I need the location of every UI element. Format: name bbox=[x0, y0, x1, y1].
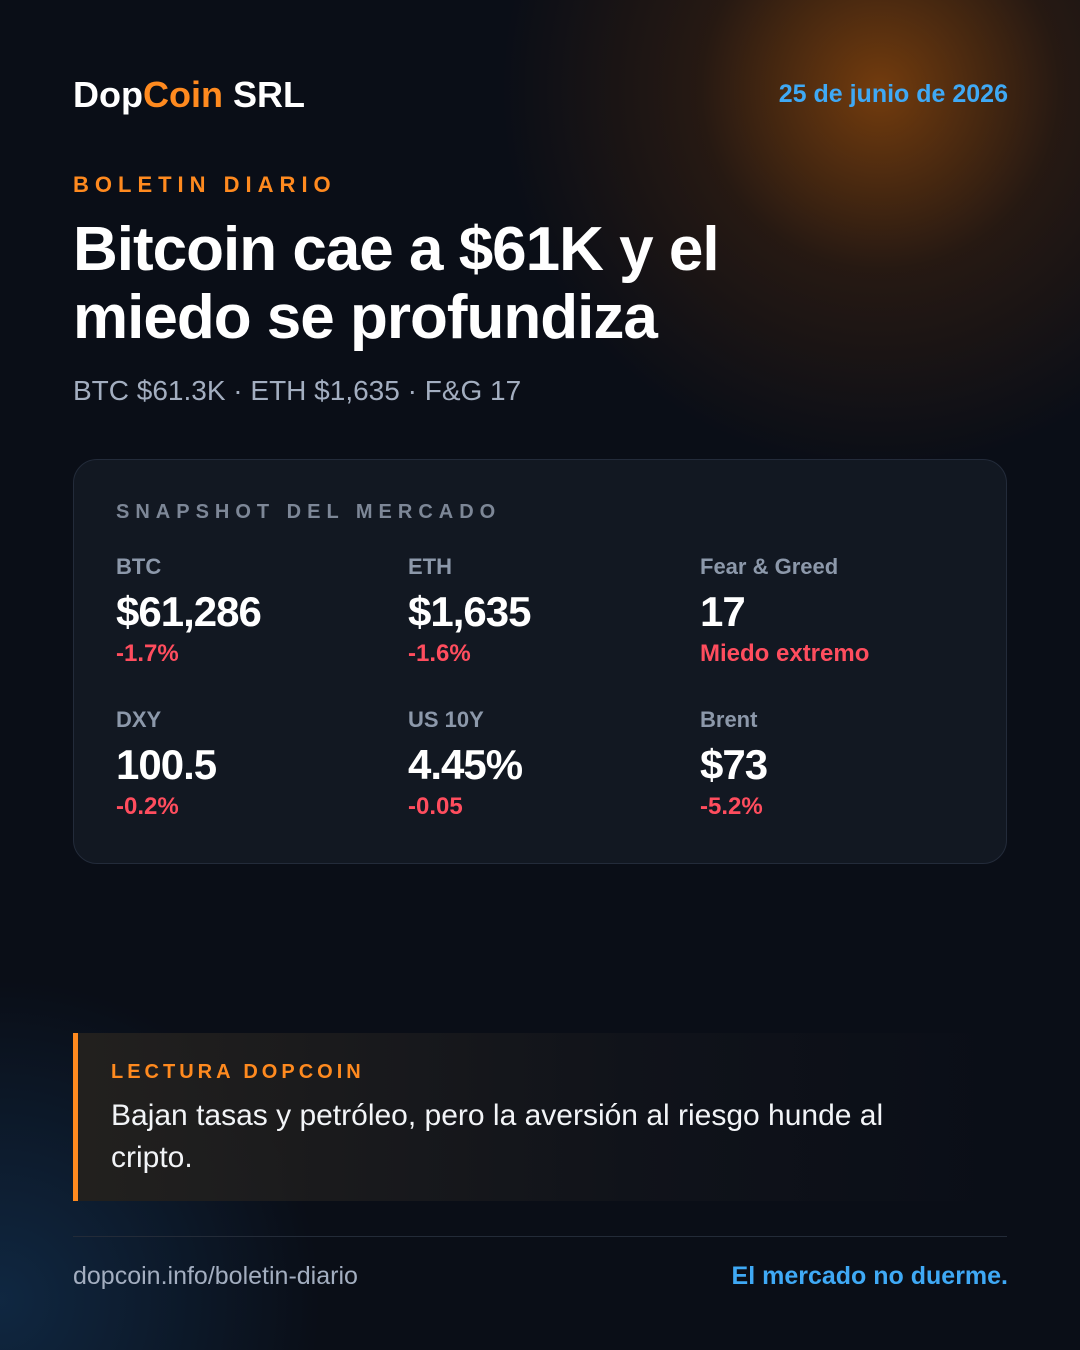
reading-heading: LECTURA DOPCOIN bbox=[111, 1061, 365, 1083]
metric-value: 17 bbox=[700, 588, 746, 635]
metric: US 10Y 4.45% -0.05 bbox=[408, 707, 688, 821]
metric: ETH $1,635 -1.6% bbox=[408, 554, 688, 668]
footer-url[interactable]: dopcoin.info/boletin-diario bbox=[73, 1262, 358, 1290]
metric-value: $61,286 bbox=[116, 588, 262, 635]
brand-part: Dop bbox=[73, 74, 143, 115]
date: 25 de junio de 2026 bbox=[778, 80, 1008, 108]
metric: Fear & Greed 17 Miedo extremo bbox=[700, 554, 980, 668]
metric-value: $73 bbox=[700, 741, 768, 788]
subtitle: BTC $61.3K · ETH $1,635 · F&G 17 bbox=[73, 375, 522, 406]
metric-change: -5.2% bbox=[700, 793, 763, 820]
headline: Bitcoin cae a $61K y el miedo se profund… bbox=[73, 215, 720, 352]
metric: DXY 100.5 -0.2% bbox=[116, 707, 396, 821]
metric-change: -0.2% bbox=[116, 793, 179, 820]
brand: DopCoin SRL bbox=[73, 74, 305, 116]
metric: BTC $61,286 -1.7% bbox=[116, 554, 396, 668]
metric: Brent $73 -5.2% bbox=[700, 707, 980, 821]
metric-value: $1,635 bbox=[408, 588, 531, 635]
snapshot-heading: SNAPSHOT DEL MERCADO bbox=[116, 501, 502, 523]
metric-value: 4.45% bbox=[408, 741, 523, 788]
brand-part: Coin bbox=[142, 74, 223, 115]
snapshot-card: SNAPSHOT DEL MERCADO BTC $61,286 -1.7% ETH… bbox=[73, 459, 1007, 864]
metric-change: -1.6% bbox=[408, 640, 471, 667]
brand-part: SRL bbox=[222, 74, 305, 115]
metric-change: -0.05 bbox=[408, 793, 463, 820]
metric-label: DXY bbox=[116, 707, 162, 732]
kicker: BOLETIN DIARIO bbox=[73, 172, 337, 197]
reading-text: Bajan tasas y petróleo, pero la aversión… bbox=[111, 1099, 884, 1174]
metric-label: BTC bbox=[116, 554, 162, 579]
metric-change: Miedo extremo bbox=[700, 640, 870, 667]
metric-label: Brent bbox=[700, 707, 758, 732]
footer-tagline: El mercado no duerme. bbox=[731, 1262, 1008, 1290]
divider bbox=[73, 1236, 1007, 1237]
metric-label: US 10Y bbox=[408, 707, 484, 732]
metric-change: -1.7% bbox=[116, 640, 179, 667]
metric-label: ETH bbox=[408, 554, 452, 579]
reading-box: LECTURA DOPCOIN Bajan tasas y petróleo, … bbox=[73, 1033, 1007, 1201]
metric-label: Fear & Greed bbox=[700, 554, 839, 579]
metric-value: 100.5 bbox=[116, 741, 217, 788]
